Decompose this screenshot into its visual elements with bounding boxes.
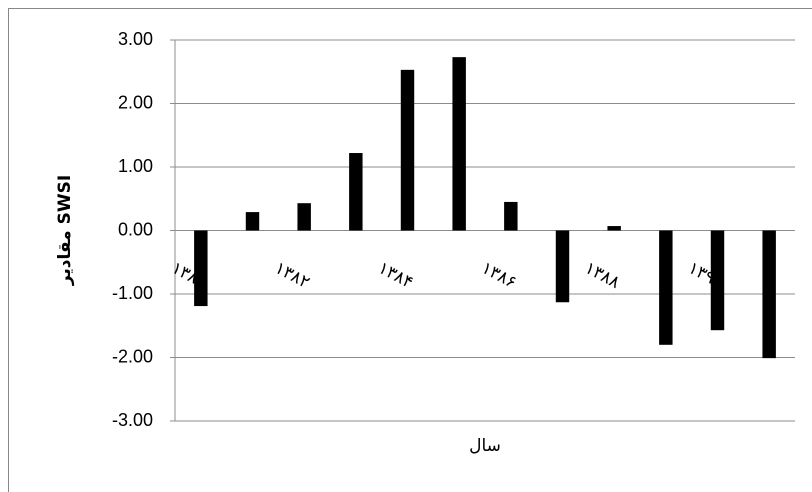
y-axis-title: مقادیر SWSI bbox=[55, 175, 75, 286]
x-tick-label: ۱۳۸۲ bbox=[271, 258, 313, 293]
bar bbox=[245, 212, 260, 231]
y-tick-label: -3.00 bbox=[112, 410, 153, 430]
y-tick-label: -2.00 bbox=[112, 346, 153, 366]
bar bbox=[349, 153, 363, 231]
x-tick-label: ۱۳۸۴ bbox=[375, 258, 417, 293]
y-tick-label: 3.00 bbox=[118, 29, 153, 49]
bar bbox=[194, 230, 208, 307]
bar bbox=[762, 230, 776, 359]
bar bbox=[452, 57, 466, 231]
bar bbox=[297, 203, 311, 231]
bar bbox=[504, 201, 518, 231]
bar bbox=[555, 230, 570, 303]
x-tick-label: ۱۳۸۸ bbox=[581, 258, 623, 293]
x-tick-label: ۱۳۸۶ bbox=[478, 258, 520, 293]
y-tick-label: -1.00 bbox=[112, 283, 153, 303]
bar bbox=[710, 230, 725, 331]
bar bbox=[659, 230, 673, 345]
bar bbox=[607, 226, 621, 231]
chart-frame bbox=[8, 8, 812, 492]
x-axis-title: سال bbox=[469, 436, 501, 456]
y-tick-label: 0.00 bbox=[118, 219, 153, 239]
y-tick-label: 2.00 bbox=[118, 92, 153, 112]
bar bbox=[400, 69, 415, 231]
y-tick-label: 1.00 bbox=[118, 156, 153, 176]
